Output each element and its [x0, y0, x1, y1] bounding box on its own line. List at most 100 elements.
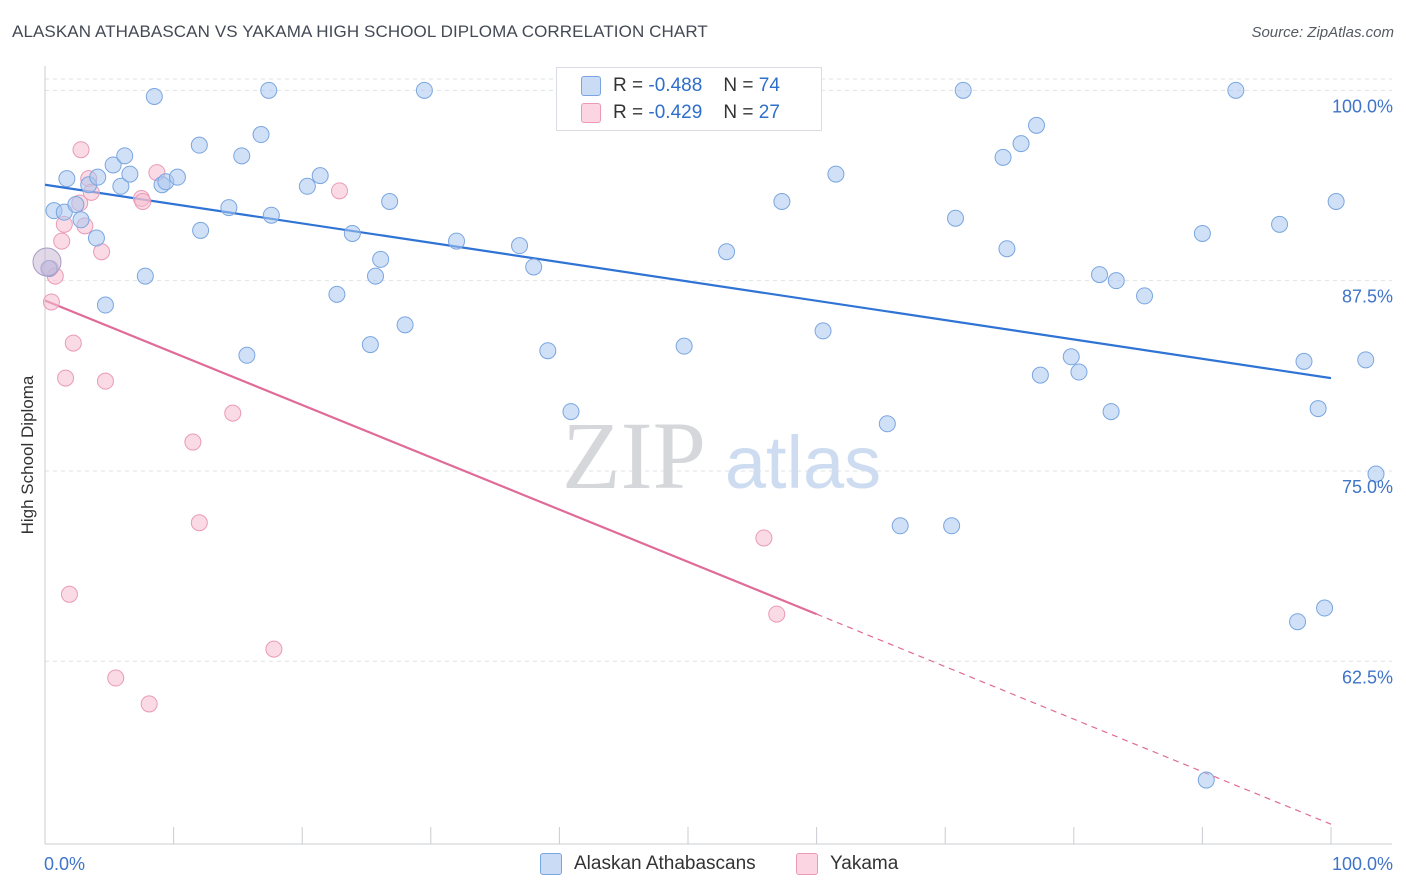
athabascan-point — [1070, 363, 1088, 381]
y-tick-label: 100.0% — [1332, 96, 1393, 116]
athabascan-point — [1295, 352, 1313, 370]
x-tick-label: 100.0% — [1332, 854, 1393, 874]
n-value: 74 — [758, 75, 780, 96]
athabascan-point — [827, 165, 845, 183]
athabascan-point — [238, 346, 256, 364]
yakama-point — [53, 232, 71, 250]
athabascan-point — [136, 267, 154, 285]
athabascan-point — [1289, 613, 1307, 631]
athabascan-point — [112, 177, 130, 195]
yakama-point — [64, 334, 82, 352]
athabascan-point — [96, 296, 114, 314]
yakama-trend-line — [44, 299, 818, 616]
athabascan-point — [562, 403, 580, 421]
athabascan-point — [1227, 81, 1245, 99]
athabascan-swatch — [581, 76, 601, 96]
yakama-point — [57, 369, 75, 387]
athabascan-point — [367, 267, 385, 285]
yakama-point — [768, 605, 786, 623]
n-value: 27 — [758, 102, 780, 123]
athabascan-point — [675, 337, 693, 355]
athabascan-point — [220, 199, 238, 217]
legend-label: Alaskan Athabascans — [574, 853, 756, 874]
athabascan-point — [943, 517, 961, 535]
athabascan-point — [116, 147, 134, 165]
n-label: N = — [723, 102, 754, 123]
athabascan-point — [298, 177, 316, 195]
athabascan-point — [1327, 193, 1345, 211]
legend-item-athabascan: Alaskan Athabascans — [540, 852, 756, 876]
athabascan-point — [1309, 400, 1327, 418]
athabascan-point — [1031, 366, 1049, 384]
athabascan-point — [448, 232, 466, 250]
athabascan-point — [1367, 465, 1385, 483]
yakama-trend-extension — [816, 613, 1332, 825]
athabascan-point — [396, 316, 414, 334]
athabascan-point — [260, 81, 278, 99]
watermark-zip: ZIP — [562, 402, 706, 509]
tick-labels: 100.0% 87.5% 75.0% 62.5% 0.0% 100.0% — [44, 96, 1393, 874]
y-tick-label: 75.0% — [1342, 477, 1393, 497]
x-tick-label: 0.0% — [44, 854, 85, 874]
athabascan-point — [381, 193, 399, 211]
athabascan-point — [192, 221, 210, 239]
yakama-point — [140, 695, 158, 713]
athabascan-point — [89, 168, 107, 186]
athabascan-trend-line — [44, 183, 1332, 380]
athabascan-point — [1028, 116, 1046, 134]
legend-label: Yakama — [830, 853, 899, 874]
yakama-point — [42, 293, 60, 311]
athabascan-point — [539, 342, 557, 360]
athabascan-point — [1357, 351, 1375, 369]
athabascan-point — [233, 147, 251, 165]
athabascan-point — [814, 322, 832, 340]
athabascan-point — [718, 243, 736, 261]
athabascan-point — [311, 167, 329, 185]
athabascan-point — [1316, 599, 1334, 617]
yakama-point — [96, 372, 114, 390]
yakama-point — [72, 141, 90, 159]
athabascan-point — [998, 240, 1016, 258]
athabascan-point — [58, 170, 76, 188]
source-label: Source: ZipAtlas.com — [1251, 24, 1394, 41]
yakama-point — [60, 585, 78, 603]
athabascan-point — [262, 206, 280, 224]
yakama-point — [107, 669, 125, 687]
athabascan-point — [1102, 403, 1120, 421]
athabascan-point — [878, 415, 896, 433]
watermark-atlas: atlas — [725, 421, 881, 504]
athabascan-point — [372, 250, 390, 268]
athabascan-point — [343, 224, 361, 242]
athabascan-point — [145, 87, 163, 105]
r-label: R = — [613, 75, 644, 96]
athabascan-point — [946, 209, 964, 227]
y-tick-label: 62.5% — [1342, 667, 1393, 687]
yakama-point — [755, 529, 773, 547]
athabascan-point — [954, 81, 972, 99]
r-value: -0.429 — [648, 102, 703, 123]
athabascan-point — [1012, 135, 1030, 153]
athabascan-point — [1062, 348, 1080, 366]
athabascan-legend-swatch — [540, 853, 562, 875]
legend-item-yakama: Yakama — [796, 852, 898, 876]
r-label: R = — [613, 102, 644, 123]
stats-row-yakama: R = -0.429 N = 27 — [581, 101, 780, 125]
athabascan-point — [1271, 215, 1289, 233]
athabascan-point — [1193, 224, 1211, 242]
athabascan-point — [252, 126, 270, 144]
athabascan-point — [104, 156, 122, 174]
athabascan-point — [121, 165, 139, 183]
athabascan-point — [415, 81, 433, 99]
athabascan-point — [891, 517, 909, 535]
athabascan-point — [361, 336, 379, 354]
athabascan-point — [525, 258, 543, 276]
athabascan-point — [1197, 771, 1215, 789]
yakama-swatch — [581, 103, 601, 123]
athabascan-point — [1107, 272, 1125, 290]
yakama-point — [265, 640, 283, 658]
stats-legend: R = -0.488 N = 74 R = -0.429 N = 27 — [556, 67, 822, 131]
cluster-point — [32, 247, 62, 277]
athabascan-point — [67, 196, 85, 214]
n-label: N = — [723, 75, 754, 96]
